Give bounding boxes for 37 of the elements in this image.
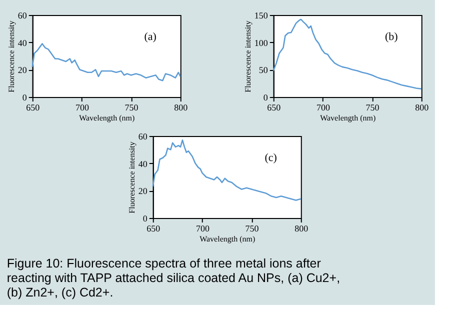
y-axis-title: Fluorescence intensity [6, 20, 16, 92]
x-tick-label: 750 [124, 102, 139, 112]
y-tick-label: 60 [18, 10, 28, 20]
x-tick-label: 750 [245, 224, 260, 234]
y-tick-label: 0 [22, 92, 28, 102]
x-tick-label: 800 [294, 224, 309, 234]
y-tick-label: 50 [258, 65, 268, 76]
x-axis-title: Wavelength (nm) [79, 114, 135, 122]
y-tick-label: 0 [142, 214, 148, 224]
x-axis-title: Wavelength (nm) [320, 114, 376, 122]
y-tick-label: 100 [254, 38, 268, 48]
x-tick-label: 650 [26, 102, 40, 112]
x-tick-label: 700 [75, 102, 90, 112]
caption: Figure 10: Fluorescence spectra of three metal ions after reacting with TAPP attached silica coated Au NPs, (a) Cu2+, (b) Zn2+, (c) Cd2+. [6, 256, 340, 300]
annotation: (c) [264, 152, 278, 164]
x-tick-label: 800 [415, 102, 430, 112]
y-tick-label: 20 [138, 186, 148, 196]
x-axis-title: Wavelength (nm) [200, 234, 256, 244]
x-tick-label: 650 [267, 102, 282, 112]
annotation: (a) [144, 31, 157, 43]
x-tick-label: 750 [366, 102, 380, 112]
y-axis-title: Fluorescence intensity [127, 142, 136, 214]
y-tick-label: 60 [138, 132, 148, 142]
x-tick-label: 700 [316, 102, 330, 112]
x-tick-label: 800 [174, 102, 188, 112]
x-tick-label: 700 [196, 224, 210, 234]
y-tick-label: 150 [254, 10, 268, 20]
y-tick-label: 40 [138, 158, 148, 169]
y-tick-label: 40 [18, 38, 28, 48]
y-tick-label: 0 [263, 92, 268, 102]
y-tick-label: 20 [18, 65, 28, 76]
y-axis-title: Fluorescence intensity [243, 20, 252, 92]
x-tick-label: 650 [146, 224, 161, 234]
line-series [272, 18, 422, 90]
line-series [152, 139, 302, 201]
line-series [32, 43, 182, 82]
annotation: (b) [384, 31, 398, 43]
